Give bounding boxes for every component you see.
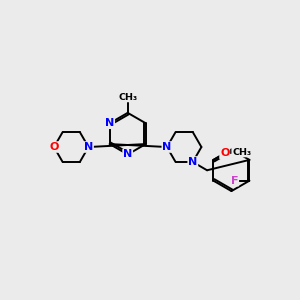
Text: CH₃: CH₃: [232, 148, 251, 157]
Text: N: N: [105, 118, 114, 128]
Text: CH₃: CH₃: [118, 93, 137, 102]
Text: N: N: [123, 149, 132, 160]
Text: N: N: [162, 142, 172, 152]
Text: O: O: [49, 142, 59, 152]
Text: N: N: [188, 157, 197, 167]
Text: N: N: [84, 142, 93, 152]
Text: O: O: [220, 148, 230, 158]
Text: F: F: [231, 176, 238, 186]
